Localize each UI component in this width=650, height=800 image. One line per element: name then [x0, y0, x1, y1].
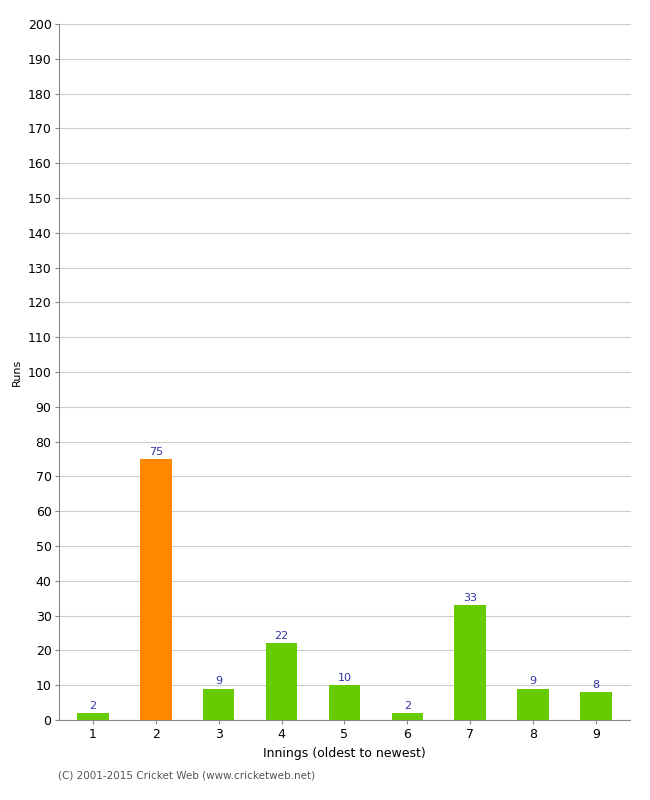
Y-axis label: Runs: Runs [12, 358, 22, 386]
Text: 10: 10 [337, 673, 352, 682]
Bar [580, 692, 612, 720]
Text: 9: 9 [530, 676, 537, 686]
Text: 33: 33 [463, 593, 477, 602]
Bar [77, 713, 109, 720]
X-axis label: Innings (oldest to newest): Innings (oldest to newest) [263, 747, 426, 760]
Bar [140, 459, 172, 720]
Text: 2: 2 [404, 701, 411, 710]
Text: 75: 75 [149, 446, 163, 457]
Bar [454, 605, 486, 720]
Bar [517, 689, 549, 720]
Text: 2: 2 [90, 701, 97, 710]
Text: (C) 2001-2015 Cricket Web (www.cricketweb.net): (C) 2001-2015 Cricket Web (www.cricketwe… [58, 770, 316, 780]
Bar [392, 713, 423, 720]
Bar [203, 689, 235, 720]
Bar [266, 643, 297, 720]
Bar [329, 685, 360, 720]
Text: 9: 9 [215, 676, 222, 686]
Text: 22: 22 [274, 631, 289, 641]
Text: 8: 8 [592, 680, 599, 690]
